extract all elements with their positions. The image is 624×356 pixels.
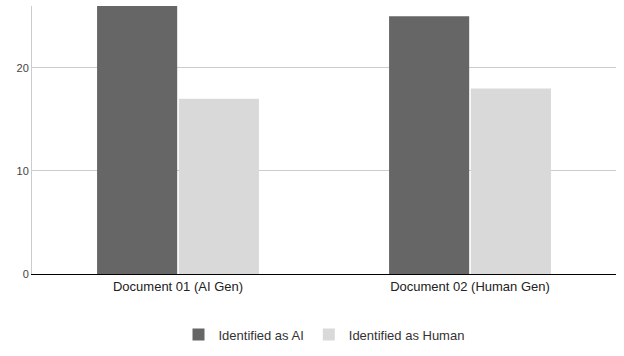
svg-text:Identified as Human: Identified as Human <box>349 328 465 343</box>
svg-text:20: 20 <box>17 62 29 74</box>
svg-text:Document 02 (Human Gen): Document 02 (Human Gen) <box>390 279 550 294</box>
svg-text:10: 10 <box>17 165 29 177</box>
svg-text:Document 01 (AI Gen): Document 01 (AI Gen) <box>113 279 243 294</box>
svg-text:Identified as AI: Identified as AI <box>219 328 304 343</box>
svg-text:0: 0 <box>23 268 29 280</box>
